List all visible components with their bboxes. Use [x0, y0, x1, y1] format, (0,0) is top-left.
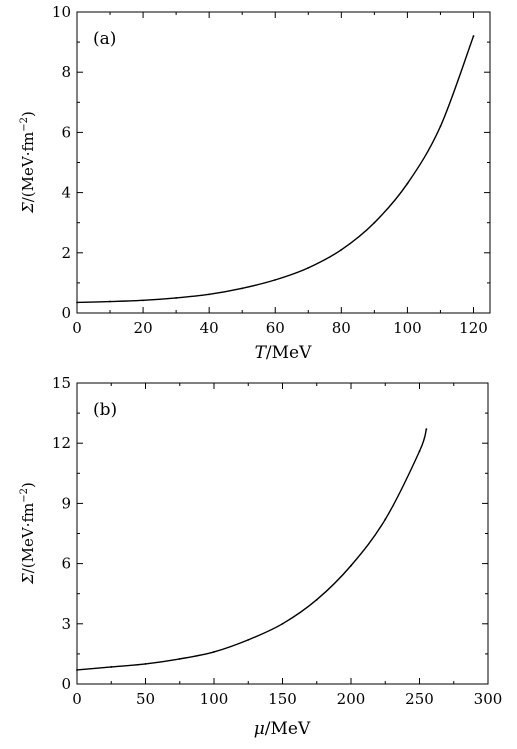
data-point-a-1: [109, 300, 111, 303]
x-tick-label-a-6: 120: [459, 319, 488, 337]
y-tick-label-a-2: 4: [61, 184, 71, 202]
x-tick-label-a-0: 0: [72, 319, 82, 337]
y-ticks-b: 0 3 6 9 12 15: [52, 374, 488, 693]
panel-label-a: (a): [93, 29, 116, 49]
y-tick-label-a-4: 8: [61, 63, 71, 81]
data-point-b-4: [213, 650, 215, 653]
data-points-a: [76, 35, 475, 304]
series-line-b: [76, 428, 428, 671]
plot-frame-b: [76, 382, 489, 685]
data-point-b-11: [425, 428, 428, 431]
x-tick-label-b-2: 100: [200, 690, 229, 708]
data-point-b-7: [315, 598, 318, 601]
data-point-a-3: [175, 297, 178, 299]
data-point-a-2: [142, 299, 144, 302]
data-point-a-7: [307, 266, 310, 269]
y-axis-label-b: Σ/(MeV·fm−2): [19, 482, 37, 585]
y-tick-label-a-1: 2: [61, 244, 71, 262]
x-tick-label-b-4: 200: [337, 690, 366, 708]
x-tick-label-a-1: 20: [134, 319, 153, 337]
x-tick-label-b-6: 300: [474, 690, 503, 708]
y-tick-label-b-2: 6: [61, 555, 71, 573]
data-point-a-10: [406, 182, 409, 185]
panel-b: 0 50 100 150 200 250 300 0 3 6 9 12 15 (b) μ/MeV Σ/…: [19, 374, 502, 739]
x-tick-label-b-0: 0: [72, 690, 82, 708]
y-tick-label-b-1: 3: [61, 615, 71, 633]
y-ticks-a: 0 2 4 6 8 10: [52, 3, 490, 322]
y-axis-label-a: Σ/(MeV·fm−2): [19, 111, 37, 214]
data-point-b-8: [350, 564, 352, 567]
data-point-b-5: [247, 638, 250, 641]
x-axis-label-a: T/MeV: [255, 343, 313, 363]
data-point-a-8: [340, 248, 343, 251]
y-tick-label-a-0: 0: [61, 304, 71, 322]
x-tick-label-b-5: 250: [405, 690, 434, 708]
plot-frame-a: [76, 11, 491, 314]
data-point-b-6: [281, 622, 284, 625]
data-point-a-9: [373, 221, 376, 224]
data-point-a-6: [274, 278, 277, 281]
y-tick-label-a-5: 10: [52, 3, 71, 21]
data-point-a-4: [208, 293, 211, 296]
panel-label-b: (b): [93, 400, 117, 420]
x-ticks-b: 0 50 100 150 200 250 300: [72, 383, 502, 708]
x-tick-label-a-4: 80: [332, 319, 351, 337]
x-tick-label-b-1: 50: [136, 690, 155, 708]
data-point-b-10: [418, 450, 421, 453]
data-point-a-5: [241, 287, 244, 290]
x-ticks-a: 0 20 40 60 80 100 120: [72, 12, 488, 337]
x-tick-label-a-2: 40: [200, 319, 219, 337]
data-point-a-12: [472, 35, 475, 37]
panel-a: 0 20 40 60 80 100 120 0 2 4 6 8 10 (a) T/MeV Σ/(MeV…: [19, 3, 491, 363]
data-point-a-0: [76, 301, 78, 304]
y-tick-label-b-0: 0: [61, 675, 71, 693]
data-point-b-1: [110, 666, 113, 668]
data-points-b: [76, 428, 428, 671]
data-point-b-9: [384, 518, 387, 521]
y-tick-label-b-3: 9: [61, 494, 71, 512]
y-tick-label-a-3: 6: [61, 123, 71, 141]
data-point-b-0: [76, 669, 78, 671]
y-tick-label-b-5: 15: [52, 374, 71, 392]
data-point-b-3: [178, 658, 181, 660]
data-point-b-2: [144, 663, 147, 665]
x-tick-label-a-3: 60: [266, 319, 285, 337]
x-axis-label-b: μ/MeV: [254, 719, 311, 739]
x-tick-label-a-5: 100: [393, 319, 422, 337]
series-line-a: [76, 35, 475, 304]
y-tick-label-b-4: 12: [52, 434, 71, 452]
x-tick-label-b-3: 150: [268, 690, 297, 708]
data-point-a-11: [439, 125, 442, 128]
